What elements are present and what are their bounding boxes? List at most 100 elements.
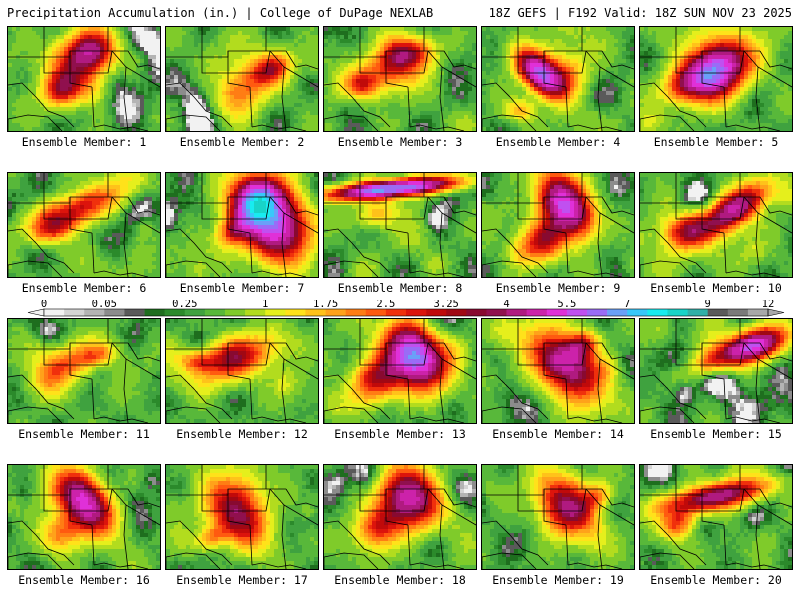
colorbar-swatch <box>647 309 668 316</box>
ensemble-member-label: Ensemble Member: 7 <box>165 281 319 295</box>
precip-field <box>640 173 792 277</box>
ensemble-member-label: Ensemble Member: 15 <box>639 427 793 441</box>
ensemble-panel: Ensemble Member: 15 <box>639 318 793 444</box>
coastline <box>324 552 379 569</box>
colorbar-swatch <box>506 309 527 316</box>
colorbar-swatch <box>184 309 206 316</box>
precip-map <box>323 172 477 278</box>
state-borders <box>482 319 634 423</box>
precip-field <box>482 27 634 131</box>
coastline <box>482 114 537 131</box>
coastline <box>324 406 379 423</box>
colorbar-tick-label: 5.5 <box>557 300 576 310</box>
colorbar-swatch <box>466 309 487 316</box>
colorbar-tick-label: 0 <box>41 300 47 310</box>
state-borders <box>482 27 634 131</box>
ensemble-panel: Ensemble Member: 10 <box>639 172 793 298</box>
precip-shading <box>640 27 792 131</box>
coastline <box>166 260 221 277</box>
precip-field <box>166 27 318 131</box>
precip-shading <box>482 173 634 277</box>
colorbar-swatch <box>385 309 407 316</box>
colorbar-swatch <box>345 309 367 316</box>
state-borders <box>482 173 634 277</box>
state-borders <box>482 465 634 569</box>
colorbar-tick-label: 1.75 <box>313 300 338 310</box>
precip-field <box>482 319 634 423</box>
ensemble-member-label: Ensemble Member: 6 <box>7 281 161 295</box>
colorbar-tick-label: 4 <box>503 300 509 310</box>
ensemble-panel: Ensemble Member: 5 <box>639 26 793 152</box>
state-borders <box>8 27 160 131</box>
ensemble-panel: Ensemble Member: 9 <box>481 172 635 298</box>
colorbar-right-arrow <box>767 308 785 317</box>
precip-field <box>640 27 792 131</box>
ensemble-member-label: Ensemble Member: 19 <box>481 573 635 587</box>
colorbar-tick-label: 12 <box>762 300 775 310</box>
state-borders <box>640 173 792 277</box>
precip-field <box>640 465 792 569</box>
precip-map <box>481 26 635 132</box>
precip-field <box>8 173 160 277</box>
coastline <box>482 552 537 569</box>
precip-field <box>482 173 634 277</box>
ensemble-panel: Ensemble Member: 18 <box>323 464 477 590</box>
ensemble-member-label: Ensemble Member: 5 <box>639 135 793 149</box>
colorbar-swatch <box>225 309 246 316</box>
colorbar-swatch <box>486 309 507 316</box>
colorbar-swatch <box>406 309 427 316</box>
precip-field <box>324 319 476 423</box>
colorbar-swatch <box>747 309 769 316</box>
state-borders <box>640 465 792 569</box>
coastline <box>166 114 221 131</box>
precip-map <box>323 318 477 424</box>
state-borders <box>640 319 792 423</box>
ensemble-member-label: Ensemble Member: 12 <box>165 427 319 441</box>
precip-shading <box>640 173 792 277</box>
coastline <box>640 114 695 131</box>
colorbar-swatch <box>365 309 387 316</box>
precip-field <box>8 319 160 423</box>
ensemble-member-label: Ensemble Member: 10 <box>639 281 793 295</box>
coastline <box>324 114 379 131</box>
ensemble-panel: Ensemble Member: 20 <box>639 464 793 590</box>
ensemble-member-label: Ensemble Member: 20 <box>639 573 793 587</box>
precip-field <box>324 27 476 131</box>
state-borders <box>8 173 160 277</box>
ensemble-panel: Ensemble Member: 1 <box>7 26 161 152</box>
colorbar-tick-label: 2.5 <box>376 300 395 310</box>
state-borders <box>166 27 318 131</box>
precip-map <box>323 464 477 570</box>
ensemble-member-label: Ensemble Member: 8 <box>323 281 477 295</box>
ensemble-panel: Ensemble Member: 13 <box>323 318 477 444</box>
ensemble-panel: Ensemble Member: 4 <box>481 26 635 152</box>
colorbar-swatch <box>64 309 85 316</box>
precip-map <box>165 318 319 424</box>
colorbar-swatch <box>325 309 346 316</box>
colorbar-tick-label: 0.25 <box>172 300 197 310</box>
coastline <box>324 260 379 277</box>
ensemble-panel: Ensemble Member: 16 <box>7 464 161 590</box>
precip-map <box>639 26 793 132</box>
colorbar-swatch <box>426 309 447 316</box>
precip-map <box>165 26 319 132</box>
state-borders <box>166 173 318 277</box>
ensemble-panel: Ensemble Member: 2 <box>165 26 319 152</box>
precipitation-colorbar: 0 0.05 0.25 1 1.75 2.5 3.25 4 5.5 7 9 12 <box>26 300 786 324</box>
precip-field <box>482 465 634 569</box>
state-borders <box>8 319 160 423</box>
precip-field <box>166 319 318 423</box>
precip-field <box>8 27 160 131</box>
ensemble-member-label: Ensemble Member: 18 <box>323 573 477 587</box>
ensemble-member-label: Ensemble Member: 1 <box>7 135 161 149</box>
coastline <box>166 552 221 569</box>
colorbar-swatch <box>687 309 708 316</box>
state-borders <box>324 465 476 569</box>
header: Precipitation Accumulation (in.) | Colle… <box>0 0 800 24</box>
precip-field <box>166 173 318 277</box>
ensemble-panel: Ensemble Member: 17 <box>165 464 319 590</box>
colorbar-swatch <box>667 309 688 316</box>
coastline <box>482 406 537 423</box>
ensemble-member-label: Ensemble Member: 14 <box>481 427 635 441</box>
coastline <box>482 260 537 277</box>
